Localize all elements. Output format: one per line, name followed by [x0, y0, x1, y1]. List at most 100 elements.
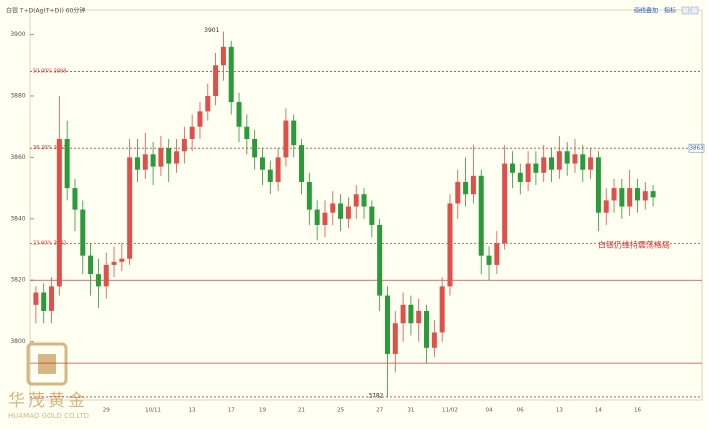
candle-body — [580, 154, 586, 170]
window-button[interactable] — [690, 6, 699, 15]
candle-body — [228, 46, 234, 103]
candle-body — [439, 286, 445, 333]
watermark-name: 华茂黄金 — [8, 391, 88, 411]
x-tick-label: 27 — [376, 408, 383, 414]
candle-body — [49, 286, 55, 311]
watermark: 华茂黄金 HUAMAO GOLD CO.LTD — [8, 342, 89, 420]
logo — [38, 354, 56, 374]
candle-body — [595, 157, 601, 213]
fib-label: 50.00% 3888 — [33, 68, 66, 74]
candle-body — [431, 332, 437, 348]
candle-body — [306, 181, 312, 210]
candle-body — [314, 209, 320, 225]
candle-body — [486, 255, 492, 265]
candle-body — [189, 126, 195, 139]
candle-body — [338, 203, 344, 219]
candle-body — [533, 163, 539, 173]
x-tick-label: 13 — [556, 408, 563, 414]
candle-body — [416, 310, 422, 324]
watermark-sub: HUAMAO GOLD CO.LTD — [8, 412, 89, 420]
candle-body — [400, 304, 406, 324]
x-tick-label: 11/02 — [442, 408, 458, 414]
candle-body — [588, 157, 594, 170]
candle-body — [322, 212, 328, 225]
candle-body — [353, 194, 359, 207]
candle-body — [494, 243, 500, 265]
toolbar-button[interactable]: 画线叠加 — [634, 7, 658, 15]
candle-body — [142, 154, 148, 170]
annotation: 白银仍维持震荡格局 — [598, 240, 670, 250]
candle-body — [502, 163, 508, 244]
candle-body — [299, 145, 305, 182]
candle-body — [556, 151, 562, 170]
candle-body — [369, 206, 375, 225]
candle-body — [127, 157, 133, 259]
fib-label: 38.20% 3863 — [33, 145, 66, 151]
candle-body — [361, 194, 367, 207]
x-tick-label: 10/11 — [145, 408, 161, 414]
candle-body — [642, 191, 648, 201]
candle-body — [564, 151, 570, 164]
y-tick-label: 3860 — [10, 154, 25, 161]
candle-body — [345, 206, 351, 219]
y-tick-label: 3840 — [10, 215, 25, 222]
fib-label: 23.60% 3832 — [33, 240, 66, 246]
candle-body — [205, 95, 211, 112]
candle-body — [119, 258, 125, 262]
candle-body — [158, 148, 164, 167]
high-label: 3901 — [204, 27, 219, 34]
candle-body — [455, 181, 461, 204]
candle-body — [259, 157, 265, 170]
candle-body — [64, 138, 70, 189]
candle-body — [213, 65, 219, 96]
x-tick-label: 29 — [103, 408, 110, 414]
candle-body — [220, 46, 226, 66]
candle-body — [509, 163, 515, 173]
x-tick-label: 06 — [517, 408, 524, 414]
candle-body — [611, 188, 617, 201]
price-label: 3863 — [690, 146, 704, 152]
candle-body — [150, 154, 156, 167]
candle-body — [275, 157, 281, 182]
candle-body — [134, 157, 140, 170]
candle-body — [41, 292, 47, 311]
x-tick-label: 16 — [634, 408, 641, 414]
candle-body — [291, 120, 297, 146]
candle-body — [408, 304, 414, 324]
window-button[interactable] — [681, 6, 690, 15]
candle-body — [80, 209, 86, 256]
candle-body — [111, 261, 117, 265]
plot-frame — [29, 9, 703, 401]
candle-body — [478, 175, 484, 256]
candle-body — [517, 172, 523, 182]
candle-body — [88, 255, 94, 275]
candle-body — [627, 188, 633, 207]
chart-title: 白银 T+D(Ag(T+D)) 60分钟 — [6, 7, 85, 15]
candle-body — [619, 188, 625, 207]
candle-body — [525, 163, 531, 182]
candle-body — [572, 154, 578, 164]
candle-body — [72, 188, 78, 210]
candle-body — [470, 175, 476, 195]
candle-body — [424, 310, 430, 348]
x-tick-label: 14 — [595, 408, 602, 414]
candle-body — [244, 126, 250, 139]
x-tick-label: 13 — [189, 408, 196, 414]
y-tick-label: 3820 — [10, 277, 25, 284]
logo — [26, 342, 68, 386]
x-tick-label: 19 — [259, 408, 266, 414]
x-tick-label: 31 — [407, 408, 414, 414]
candle-body — [447, 203, 453, 287]
toolbar-button[interactable]: 指标 — [664, 7, 676, 15]
price-box — [688, 143, 705, 153]
candle-body — [95, 274, 101, 287]
low-label: 3782 — [368, 392, 383, 399]
candle-body — [541, 157, 547, 173]
candle-body — [634, 188, 640, 201]
y-tick-label: 3800 — [10, 338, 25, 345]
candle-body — [392, 323, 398, 354]
candle-body — [197, 111, 203, 127]
candle-body — [650, 191, 656, 198]
y-tick-label: 3880 — [10, 92, 25, 99]
x-tick-label: 04 — [486, 408, 493, 414]
